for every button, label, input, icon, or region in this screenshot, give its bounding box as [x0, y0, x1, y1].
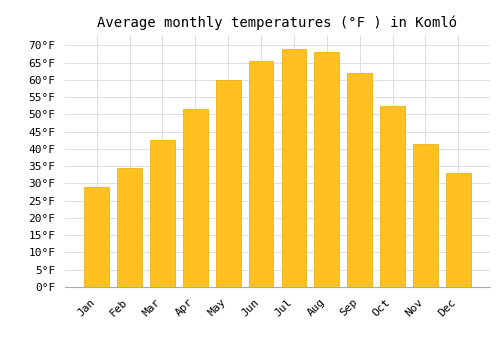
- Bar: [380, 106, 405, 287]
- Bar: [216, 80, 240, 287]
- Bar: [314, 52, 339, 287]
- Bar: [150, 140, 174, 287]
- Bar: [117, 168, 142, 287]
- Bar: [282, 49, 306, 287]
- Bar: [183, 109, 208, 287]
- Bar: [248, 61, 274, 287]
- Bar: [348, 73, 372, 287]
- Bar: [446, 173, 470, 287]
- Bar: [413, 144, 438, 287]
- Title: Average monthly temperatures (°F ) in Komló: Average monthly temperatures (°F ) in Ko…: [98, 15, 458, 30]
- Bar: [84, 187, 109, 287]
